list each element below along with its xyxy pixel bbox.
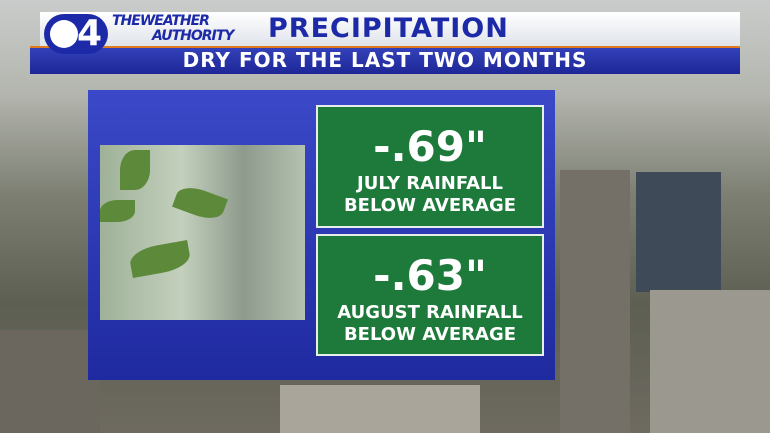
leaf xyxy=(100,200,135,222)
building xyxy=(636,172,721,292)
leaf xyxy=(120,150,150,190)
stat-box: -.63" AUGUST RAINFALL BELOW AVERAGE xyxy=(316,234,544,356)
title: PRECIPITATION xyxy=(268,13,509,44)
leaf xyxy=(172,182,228,224)
stat-label: JULY RAINFALL xyxy=(357,173,503,194)
logo-eye xyxy=(50,20,78,48)
subtitle-bar xyxy=(30,46,740,74)
brand-line: THEWEATHER xyxy=(112,13,210,29)
brand-line: AUTHORITY xyxy=(152,28,234,44)
stat-label: BELOW AVERAGE xyxy=(343,324,517,345)
stat-value: -.63" xyxy=(373,251,487,300)
brand: THEWEATHER AUTHORITY xyxy=(112,13,234,44)
header-bar xyxy=(40,12,740,46)
stat-value: -.69" xyxy=(373,122,487,171)
leaf xyxy=(128,240,192,278)
stat-box: -.69" JULY RAINFALL BELOW AVERAGE xyxy=(316,105,544,228)
building xyxy=(280,385,480,433)
building xyxy=(650,290,770,433)
stat-label: AUGUST RAINFALL xyxy=(337,302,523,323)
building xyxy=(0,330,100,433)
stat-label: BELOW AVERAGE xyxy=(343,195,517,216)
subtitle: DRY FOR THE LAST TWO MONTHS xyxy=(182,48,588,72)
building xyxy=(560,170,630,433)
photo xyxy=(100,145,305,320)
